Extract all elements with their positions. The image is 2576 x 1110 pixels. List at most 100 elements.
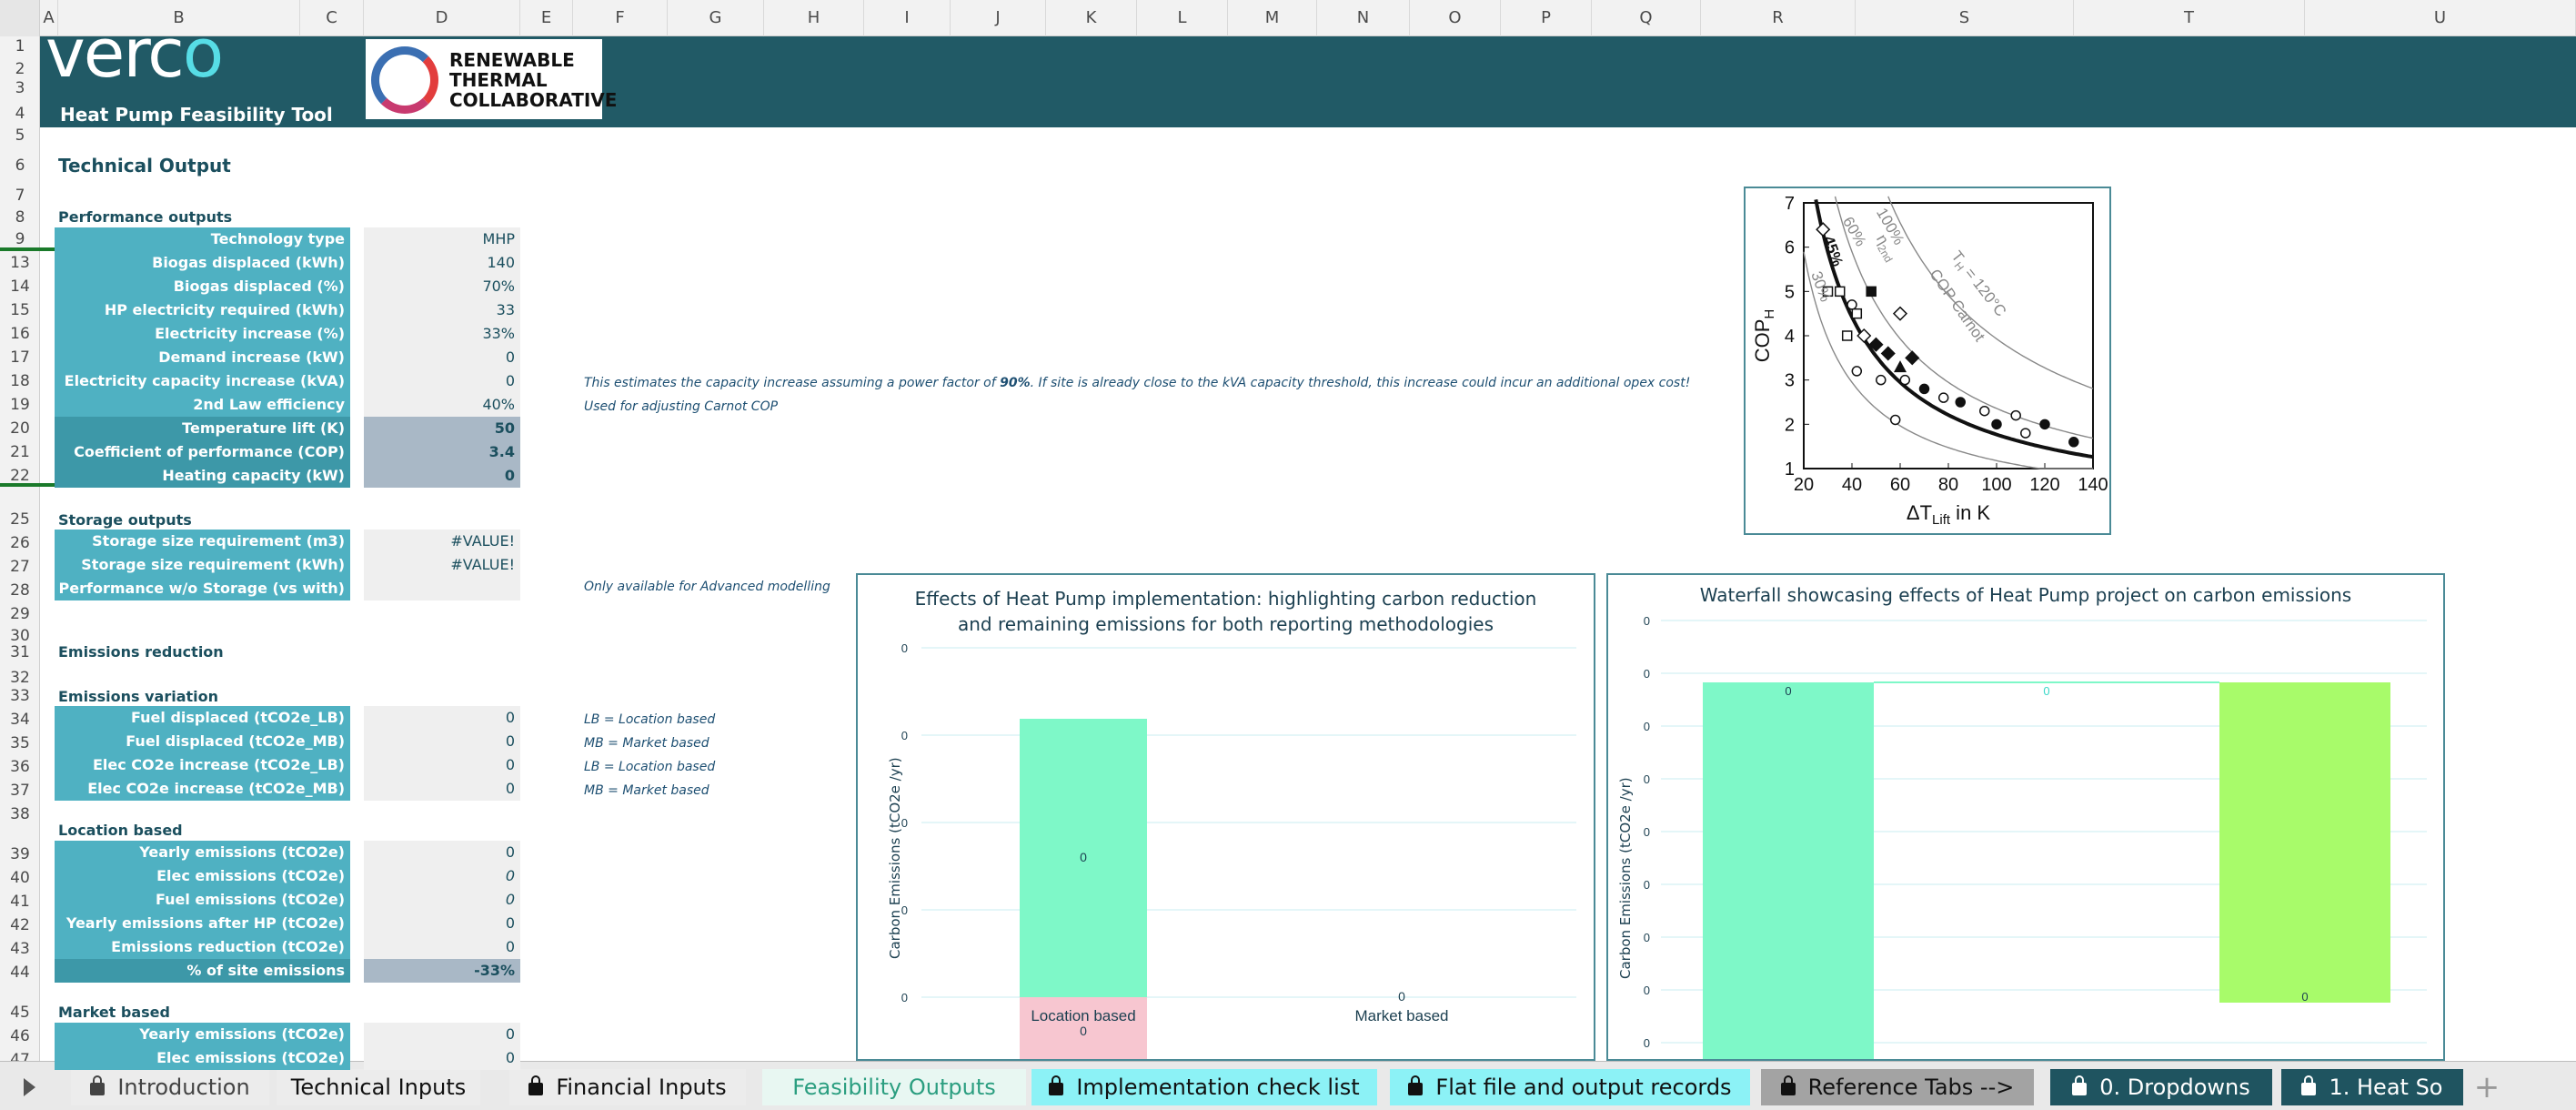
column-header[interactable]: Q xyxy=(1592,0,1701,36)
output-value[interactable]: 0 xyxy=(364,1023,520,1046)
row-header[interactable]: 9 xyxy=(15,230,25,248)
sheet-tab[interactable]: Feasibility Outputs xyxy=(762,1069,1026,1105)
column-header[interactable]: A xyxy=(40,0,58,36)
column-header[interactable]: S xyxy=(1856,0,2074,36)
output-value[interactable]: 33 xyxy=(364,298,520,322)
output-value[interactable]: 50 xyxy=(364,417,520,440)
select-all-corner[interactable] xyxy=(0,0,40,36)
row-header[interactable]: 2 xyxy=(15,60,25,78)
row-header[interactable]: 28 xyxy=(10,581,30,600)
row-header[interactable]: 35 xyxy=(10,734,30,752)
sheet-tab[interactable]: 1. Heat So xyxy=(2281,1069,2463,1105)
output-value[interactable]: 0 xyxy=(364,888,520,912)
output-value[interactable]: 70% xyxy=(364,275,520,298)
row-header[interactable]: 26 xyxy=(10,534,30,552)
column-header[interactable]: C xyxy=(300,0,364,36)
cop-vs-temperature-lift-figure[interactable]: 20 40 60 80 100 120 140 1 2 3 4 5 6 7 100% 60% 45% 30% TH … xyxy=(1744,187,2111,535)
output-value[interactable]: 0 xyxy=(364,1046,520,1070)
row-header[interactable]: 30 xyxy=(10,627,30,645)
row-header[interactable]: 42 xyxy=(10,916,30,934)
output-value[interactable] xyxy=(364,577,520,600)
row-header[interactable]: 31 xyxy=(10,643,30,661)
output-value[interactable]: 0 xyxy=(364,464,520,488)
effects-chart[interactable]: Effects of Heat Pump implementation: hig… xyxy=(856,573,1595,1061)
output-value[interactable]: 33% xyxy=(364,322,520,346)
bar-final[interactable] xyxy=(2219,682,2390,1003)
add-sheet-icon[interactable]: + xyxy=(2473,1069,2501,1105)
column-header[interactable]: E xyxy=(520,0,573,36)
row-header[interactable]: 5 xyxy=(15,126,25,145)
row-header[interactable]: 46 xyxy=(10,1027,30,1045)
tab-scroll-right-icon[interactable] xyxy=(24,1078,35,1096)
row-header[interactable]: 45 xyxy=(10,1004,30,1022)
sheet-tab[interactable]: Introduction xyxy=(71,1069,269,1105)
column-header[interactable]: N xyxy=(1317,0,1410,36)
row-header[interactable]: 38 xyxy=(10,805,30,823)
column-header[interactable]: J xyxy=(951,0,1046,36)
output-value[interactable]: 0 xyxy=(364,912,520,935)
bar-location-remaining[interactable] xyxy=(1020,719,1147,997)
output-value[interactable]: -33% xyxy=(364,959,520,983)
column-header[interactable]: T xyxy=(2074,0,2305,36)
row-header[interactable]: 40 xyxy=(10,869,30,887)
column-header[interactable]: D xyxy=(364,0,520,36)
row-header[interactable]: 32 xyxy=(10,669,30,687)
row-header[interactable]: 15 xyxy=(10,301,30,319)
column-header[interactable]: G xyxy=(668,0,764,36)
row-header[interactable]: 3 xyxy=(15,79,25,97)
row-header[interactable]: 22 xyxy=(10,467,30,485)
column-header[interactable]: H xyxy=(764,0,864,36)
output-value[interactable]: 0 xyxy=(364,730,520,753)
row-header[interactable]: 43 xyxy=(10,940,30,958)
sheet-tab[interactable]: Reference Tabs --> xyxy=(1761,1069,2034,1105)
output-value[interactable]: 40% xyxy=(364,393,520,417)
row-header[interactable]: 19 xyxy=(10,396,30,414)
output-value[interactable]: #VALUE! xyxy=(364,530,520,553)
output-value[interactable]: 0 xyxy=(364,935,520,959)
row-header[interactable]: 27 xyxy=(10,558,30,576)
row-header[interactable]: 29 xyxy=(10,605,30,623)
sheet-tab[interactable]: Flat file and output records xyxy=(1390,1069,1750,1105)
output-value[interactable]: 0 xyxy=(364,777,520,801)
output-value[interactable]: 0 xyxy=(364,841,520,864)
row-header[interactable]: 6 xyxy=(15,156,25,175)
output-value[interactable]: 3.4 xyxy=(364,440,520,464)
row-header[interactable]: 1 xyxy=(15,37,25,56)
row-header[interactable]: 44 xyxy=(10,964,30,982)
row-header[interactable]: 17 xyxy=(10,348,30,367)
row-header[interactable]: 41 xyxy=(10,893,30,911)
row-header[interactable]: 18 xyxy=(10,372,30,390)
row-header[interactable]: 21 xyxy=(10,443,30,461)
waterfall-chart[interactable]: Waterfall showcasing effects of Heat Pum… xyxy=(1606,573,2445,1061)
column-header[interactable]: O xyxy=(1410,0,1501,36)
row-header[interactable]: 25 xyxy=(10,510,30,529)
column-header[interactable]: K xyxy=(1046,0,1137,36)
column-header[interactable]: L xyxy=(1137,0,1228,36)
column-header[interactable]: F xyxy=(573,0,668,36)
output-value[interactable]: MHP xyxy=(364,227,520,251)
output-value[interactable]: 0 xyxy=(364,346,520,369)
bar-baseline[interactable] xyxy=(1703,682,1874,1059)
column-header[interactable]: P xyxy=(1501,0,1592,36)
column-header[interactable]: B xyxy=(58,0,300,36)
row-header[interactable]: 8 xyxy=(15,208,25,227)
row-header[interactable]: 14 xyxy=(10,278,30,296)
row-header[interactable]: 16 xyxy=(10,325,30,343)
row-header[interactable]: 36 xyxy=(10,758,30,776)
bar-location-reduction[interactable] xyxy=(1020,997,1147,1059)
row-header[interactable]: 7 xyxy=(15,187,25,205)
output-value[interactable]: 0 xyxy=(364,369,520,393)
row-header[interactable]: 34 xyxy=(10,711,30,729)
output-value[interactable]: 0 xyxy=(364,753,520,777)
column-header[interactable]: R xyxy=(1701,0,1856,36)
row-header[interactable]: 37 xyxy=(10,782,30,800)
row-header[interactable]: 4 xyxy=(15,105,25,123)
column-header[interactable]: U xyxy=(2305,0,2576,36)
output-value[interactable]: 0 xyxy=(364,706,520,730)
output-value[interactable]: #VALUE! xyxy=(364,553,520,577)
sheet-tab[interactable]: 0. Dropdowns xyxy=(2050,1069,2272,1105)
column-header[interactable]: M xyxy=(1228,0,1317,36)
column-header[interactable]: I xyxy=(864,0,951,36)
output-value[interactable]: 140 xyxy=(364,251,520,275)
sheet-tab[interactable]: Financial Inputs xyxy=(509,1069,746,1105)
